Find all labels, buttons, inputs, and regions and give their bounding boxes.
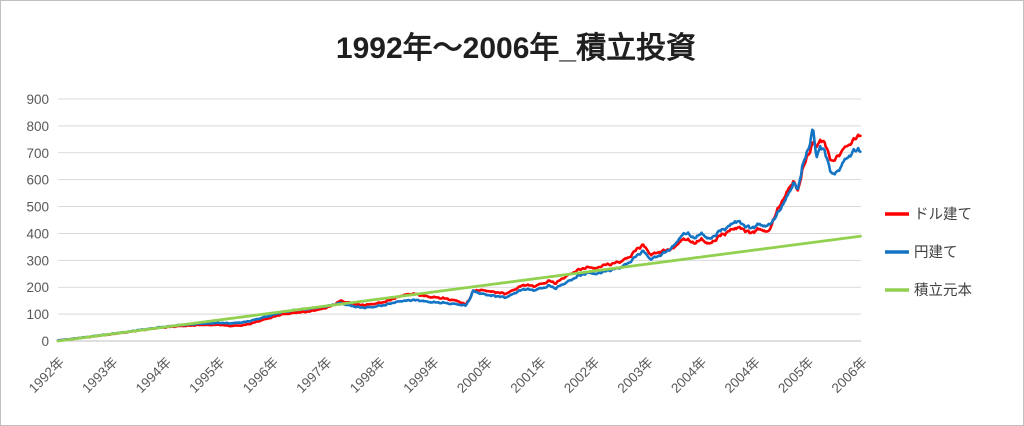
- y-tick-label: 600: [26, 173, 49, 188]
- x-tick-label: 1995年: [186, 355, 227, 396]
- x-tick-label: 1994年: [133, 355, 174, 396]
- x-tick-label: 1997年: [293, 355, 334, 396]
- y-axis-labels: 0 100 200 300 400 500 600 700 800 900: [26, 92, 49, 349]
- legend-item-yen: 円建て: [885, 244, 958, 261]
- x-tick-label: 2006年: [829, 355, 870, 396]
- legend-label-dollar: ドル建て: [914, 206, 972, 223]
- x-tick-label: 2003年: [615, 355, 656, 396]
- x-tick-label: 1993年: [79, 355, 120, 396]
- legend-label-yen: 円建て: [914, 244, 958, 261]
- y-tick-label: 400: [26, 226, 49, 241]
- x-tick-label: 1999年: [400, 355, 441, 396]
- legend-item-principal: 積立元本: [885, 282, 972, 299]
- x-tick-label: 2002年: [561, 355, 602, 396]
- chart-title: 1992年～2006年_積立投資: [336, 31, 696, 65]
- series-lines: [56, 128, 862, 343]
- y-tick-label: 900: [26, 92, 49, 107]
- y-tick-label: 200: [26, 280, 49, 295]
- x-tick-label: 1998年: [347, 355, 388, 396]
- x-tick-label: 2000年: [454, 355, 495, 396]
- x-tick-label: 1992年: [26, 355, 67, 396]
- series-line-principal: [56, 234, 862, 343]
- y-tick-label: 0: [41, 334, 49, 349]
- y-tick-label: 800: [26, 119, 49, 134]
- y-tick-label: 700: [26, 146, 49, 161]
- y-tick-label: 500: [26, 200, 49, 215]
- x-tick-label: 2005年: [775, 355, 816, 396]
- y-tick-label: 100: [26, 307, 49, 322]
- legend-label-principal: 積立元本: [914, 282, 972, 299]
- x-axis-labels: 1992年 1993年 1994年 1995年 1996年 1997年 1998年 1999年…: [26, 355, 870, 396]
- x-tick-label: 2004年: [668, 355, 709, 396]
- legend-item-dollar: ドル建て: [885, 206, 972, 223]
- y-tick-label: 300: [26, 253, 49, 268]
- x-tick-label: 2001年: [507, 355, 548, 396]
- x-tick-label: 2004年: [722, 355, 763, 396]
- x-tick-label: 1996年: [240, 355, 281, 396]
- gridlines: [58, 98, 861, 342]
- series-line-dollar: [56, 133, 862, 342]
- series-line-yen: [56, 128, 862, 342]
